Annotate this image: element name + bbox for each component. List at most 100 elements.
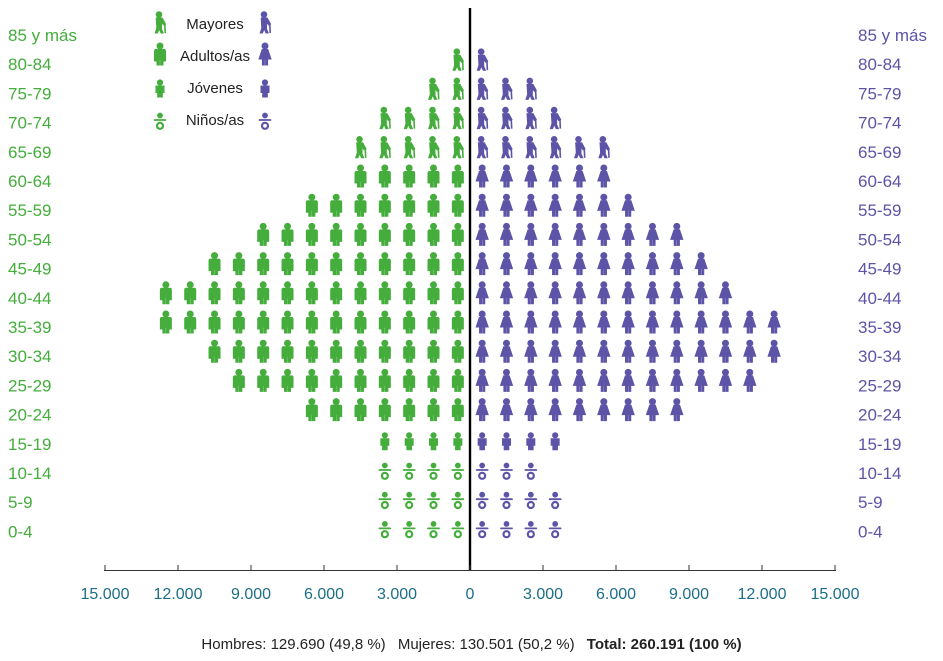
icon-adult: [718, 368, 732, 392]
icon-youth: [477, 432, 487, 451]
icon-adult: [427, 339, 440, 363]
age-label-left: 60-64: [8, 172, 51, 191]
icon-adult: [670, 222, 684, 246]
child-icon: [258, 111, 272, 130]
icon-adult: [257, 252, 270, 276]
icon-adult: [305, 339, 318, 363]
icon-adult: [524, 252, 538, 276]
icon-adult: [499, 339, 513, 363]
icon-adult: [354, 368, 367, 392]
age-label-right: 50-54: [858, 230, 901, 249]
icon-adult: [403, 193, 416, 217]
icon-adult: [305, 310, 318, 334]
icon-child: [426, 491, 441, 510]
icon-adult: [524, 193, 538, 217]
icon-adult: [767, 368, 775, 392]
women-bar-80-84: [476, 48, 507, 71]
icon-adult: [403, 164, 416, 188]
icon-adult: [232, 252, 245, 276]
men-bar-50-54: [236, 222, 464, 246]
icon-child: [451, 462, 465, 480]
icon-adult: [330, 222, 343, 246]
icon-child: [475, 520, 489, 539]
icon-elder: [500, 77, 513, 101]
men-bar-0-4: [355, 520, 465, 539]
icon-adult: [336, 164, 343, 188]
icon-elder: [354, 135, 367, 159]
icon-adult: [451, 339, 464, 363]
age-label-right: 70-74: [858, 114, 901, 133]
men-bar-55-59: [285, 193, 464, 217]
men-bar-85-y-más: [452, 18, 465, 42]
icon-adult: [718, 310, 732, 334]
icon-adult: [451, 222, 464, 246]
icon-adult: [281, 281, 294, 305]
icon-child: [475, 462, 489, 480]
icon-elder: [476, 77, 489, 101]
icon-adult: [354, 339, 367, 363]
age-label-right: 75-79: [858, 84, 901, 103]
women-bar-10-14: [475, 462, 562, 480]
icon-elder: [549, 135, 562, 159]
icon-adult: [305, 281, 318, 305]
icon-adult: [621, 252, 635, 276]
icon-adult: [694, 339, 708, 363]
x-tick-label: 6.000: [304, 586, 344, 603]
icon-elder: [573, 135, 586, 159]
icon-adult: [548, 164, 562, 188]
icon-adult: [572, 193, 586, 217]
icon-adult: [451, 368, 464, 392]
icon-adult: [330, 281, 343, 305]
adult-icon: [154, 42, 166, 66]
men-bar-10-14: [360, 462, 465, 480]
age-label-left: 10-14: [8, 464, 51, 483]
icon-adult: [403, 310, 416, 334]
age-label-right: 20-24: [858, 406, 901, 425]
icon-adult: [743, 310, 757, 334]
icon-adult: [475, 281, 489, 305]
icon-adult: [621, 310, 635, 334]
adult-icon: [258, 42, 272, 66]
icon-child: [402, 520, 416, 539]
grand-total: Total: 260.191 (100 %): [586, 636, 742, 653]
icon-adult: [378, 310, 391, 334]
icon-adult: [354, 164, 367, 188]
icon-child: [548, 520, 562, 539]
icon-adult: [451, 398, 464, 422]
icon-elder: [476, 106, 489, 130]
icon-adult: [524, 339, 538, 363]
icon-adult: [767, 339, 781, 363]
icon-adult: [548, 193, 562, 217]
icon-adult: [427, 164, 440, 188]
icon-adult: [572, 310, 586, 334]
icon-adult: [743, 281, 745, 305]
icon-adult: [621, 339, 635, 363]
icon-child: [355, 520, 368, 539]
icon-adult: [645, 339, 659, 363]
icon-adult: [232, 339, 245, 363]
icon-adult: [597, 164, 611, 188]
age-label-left: 75-79: [8, 84, 51, 103]
icon-child: [451, 520, 465, 539]
icon-youth: [550, 432, 560, 451]
icon-elder: [549, 106, 562, 130]
icon-adult: [621, 222, 635, 246]
x-tick-label: 0: [466, 586, 475, 603]
icon-adult: [597, 310, 611, 334]
icon-youth: [429, 432, 439, 451]
men-bar-65-69: [333, 135, 465, 159]
x-tick-label: 15.000: [811, 586, 860, 603]
icon-adult: [645, 252, 659, 276]
icon-adult: [330, 398, 343, 422]
age-label-right: 85 y más: [858, 26, 927, 45]
icon-elder: [452, 18, 465, 42]
icon-adult: [378, 339, 391, 363]
icon-elder: [573, 106, 586, 130]
men-bar-5-9: [355, 491, 465, 510]
icon-child: [475, 491, 489, 510]
legend-label: Adultos/as: [180, 48, 250, 65]
women-bar-35-39: [475, 310, 781, 334]
icon-adult: [285, 193, 294, 217]
icon-adult: [232, 310, 245, 334]
icon-adult: [403, 398, 416, 422]
